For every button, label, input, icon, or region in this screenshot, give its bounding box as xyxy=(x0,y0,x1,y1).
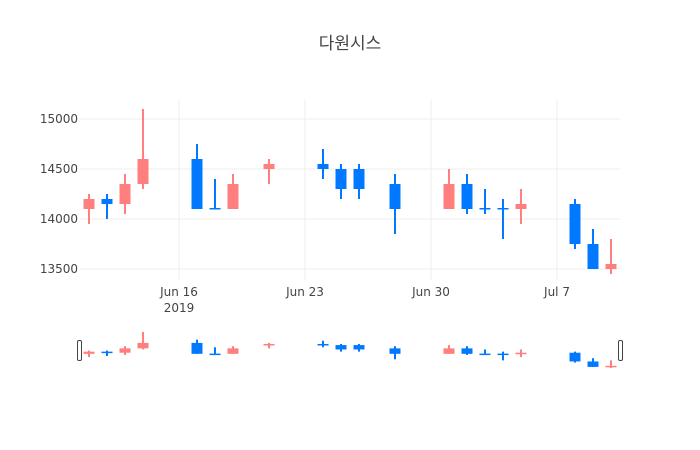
candle-body xyxy=(605,264,617,269)
range-slider-handle-left[interactable] xyxy=(77,340,82,361)
candles[interactable] xyxy=(83,109,617,274)
y-tick-label: 14000 xyxy=(40,212,78,226)
candle[interactable] xyxy=(263,159,275,184)
candle[interactable] xyxy=(443,169,455,209)
range-slider-handle-right[interactable] xyxy=(618,340,623,361)
slider-candle xyxy=(191,339,203,354)
candle[interactable] xyxy=(101,194,113,219)
candle[interactable] xyxy=(317,149,329,179)
slider-candle xyxy=(353,344,365,352)
candle-body xyxy=(479,208,491,210)
x-tick-label: Jun 16 xyxy=(159,285,198,299)
candle[interactable] xyxy=(119,174,131,214)
slider-candle xyxy=(209,347,221,356)
candle-body xyxy=(353,169,365,189)
slider-candle xyxy=(317,340,329,348)
candle-body xyxy=(191,159,203,209)
candle[interactable] xyxy=(569,199,581,249)
slider-candle xyxy=(101,350,113,356)
candle-body xyxy=(515,204,527,209)
chart-title: 다원시스 xyxy=(319,34,382,54)
candle-body xyxy=(389,184,401,209)
candle-body xyxy=(227,184,239,209)
y-axis: 13500 14000 14500 15000 xyxy=(40,112,78,276)
candle-body xyxy=(497,208,509,210)
candle[interactable] xyxy=(83,194,95,224)
y-tick-label: 15000 xyxy=(40,112,78,126)
range-slider[interactable] xyxy=(77,332,623,368)
slider-candle xyxy=(389,346,401,360)
slider-candle xyxy=(119,346,131,355)
slider-candle xyxy=(227,346,239,354)
candle-body xyxy=(569,204,581,244)
slider-candle xyxy=(443,345,455,354)
candle-body xyxy=(137,159,149,184)
candle[interactable] xyxy=(461,174,473,214)
range-slider-candles xyxy=(83,332,617,368)
candle-body xyxy=(263,164,275,169)
candle[interactable] xyxy=(335,164,347,199)
slider-candle xyxy=(605,360,617,368)
slider-candle xyxy=(83,350,95,358)
candle[interactable] xyxy=(587,229,599,269)
candle[interactable] xyxy=(389,174,401,234)
candle[interactable] xyxy=(497,199,509,239)
x-tick-label: Jun 30 xyxy=(411,285,450,299)
candle-body xyxy=(209,208,221,210)
y-tick-label: 13500 xyxy=(40,262,78,276)
candle-body xyxy=(317,164,329,169)
candle[interactable] xyxy=(605,239,617,274)
x-tick-year-label: 2019 xyxy=(164,301,195,315)
slider-candle xyxy=(479,349,491,356)
candle[interactable] xyxy=(353,164,365,199)
y-tick-label: 14500 xyxy=(40,162,78,176)
slider-candle xyxy=(497,351,509,361)
candle[interactable] xyxy=(515,189,527,224)
slider-candle xyxy=(335,344,347,352)
candle-body xyxy=(587,244,599,269)
candle[interactable] xyxy=(191,144,203,209)
x-axis: Jun 16 2019 Jun 23 Jun 30 Jul 7 xyxy=(159,285,570,315)
slider-candle xyxy=(137,332,149,350)
slider-candle xyxy=(587,358,599,367)
candle-body xyxy=(443,184,455,209)
candle-body xyxy=(335,169,347,189)
slider-candle xyxy=(569,351,581,363)
candle[interactable] xyxy=(479,189,491,214)
gridlines xyxy=(80,100,620,280)
candle[interactable] xyxy=(137,109,149,189)
candle[interactable] xyxy=(227,174,239,209)
candle[interactable] xyxy=(209,179,221,210)
candle-body xyxy=(119,184,131,204)
candle-body xyxy=(101,199,113,204)
slider-candle xyxy=(515,349,527,358)
candle-body xyxy=(461,184,473,209)
candle-body xyxy=(83,199,95,209)
x-tick-label: Jul 7 xyxy=(543,285,570,299)
slider-candle xyxy=(461,346,473,355)
slider-candle xyxy=(263,342,275,349)
x-tick-label: Jun 23 xyxy=(285,285,324,299)
